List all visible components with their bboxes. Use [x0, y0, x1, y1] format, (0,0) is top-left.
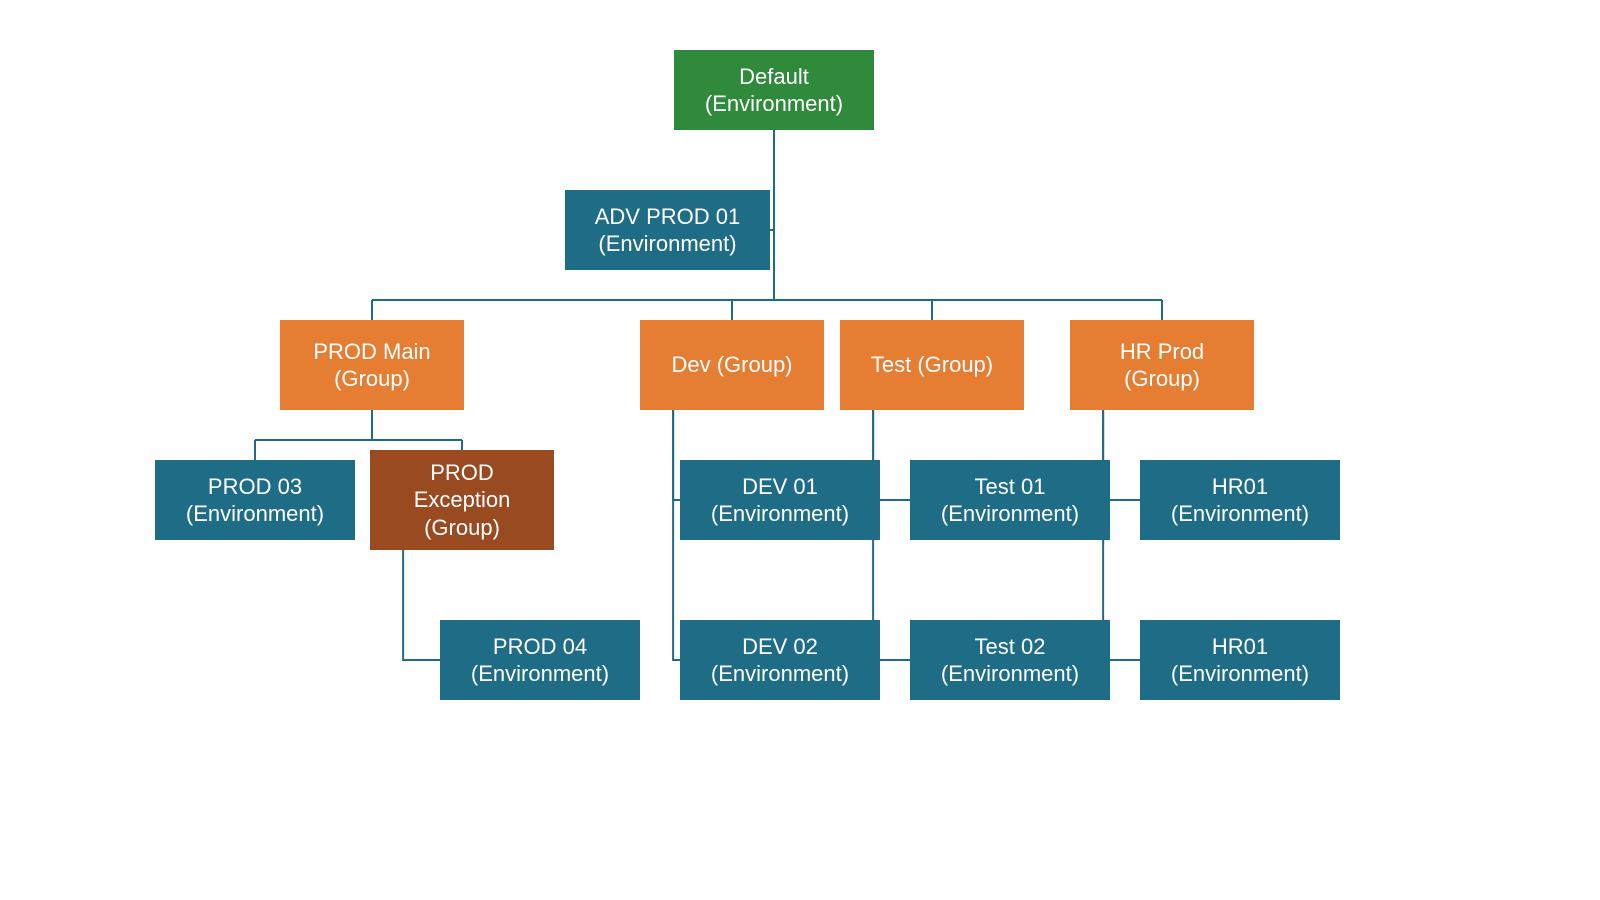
node-testgroup: Test (Group): [840, 320, 1024, 410]
node-dev01-line1: DEV 01: [742, 473, 818, 501]
node-prod03: PROD 03(Environment): [155, 460, 355, 540]
node-test01: Test 01(Environment): [910, 460, 1110, 540]
node-prodmain: PROD Main(Group): [280, 320, 464, 410]
node-hrprod-line2: (Group): [1124, 365, 1200, 393]
node-test01-line1: Test 01: [975, 473, 1046, 501]
node-test02: Test 02(Environment): [910, 620, 1110, 700]
node-prodexception-line1: PROD: [430, 459, 494, 487]
node-hr01a-line1: HR01: [1212, 473, 1268, 501]
node-hr01b-line1: HR01: [1212, 633, 1268, 661]
node-hr01a: HR01(Environment): [1140, 460, 1340, 540]
node-dev02-line2: (Environment): [711, 660, 849, 688]
node-testgroup-line1: Test (Group): [871, 351, 993, 379]
node-prodexception-line3: (Group): [424, 514, 500, 542]
node-advprod01-line2: (Environment): [598, 230, 736, 258]
node-hrprod: HR Prod(Group): [1070, 320, 1254, 410]
node-default-line1: Default: [739, 63, 809, 91]
node-dev01-line2: (Environment): [711, 500, 849, 528]
node-dev01: DEV 01(Environment): [680, 460, 880, 540]
node-hr01b-line2: (Environment): [1171, 660, 1309, 688]
node-dev02: DEV 02(Environment): [680, 620, 880, 700]
node-default: Default(Environment): [674, 50, 874, 130]
node-devgroup: Dev (Group): [640, 320, 824, 410]
node-test02-line2: (Environment): [941, 660, 1079, 688]
node-test01-line2: (Environment): [941, 500, 1079, 528]
node-prodmain-line1: PROD Main: [313, 338, 430, 366]
node-devgroup-line1: Dev (Group): [671, 351, 792, 379]
node-hr01a-line2: (Environment): [1171, 500, 1309, 528]
node-prodexception: PRODException(Group): [370, 450, 554, 550]
node-hr01b: HR01(Environment): [1140, 620, 1340, 700]
node-hrprod-line1: HR Prod: [1120, 338, 1204, 366]
diagram-edges: [0, 0, 1600, 900]
node-dev02-line1: DEV 02: [742, 633, 818, 661]
node-test02-line1: Test 02: [975, 633, 1046, 661]
node-prod04: PROD 04(Environment): [440, 620, 640, 700]
node-prod03-line1: PROD 03: [208, 473, 302, 501]
node-prod04-line1: PROD 04: [493, 633, 587, 661]
node-prod04-line2: (Environment): [471, 660, 609, 688]
node-advprod01: ADV PROD 01(Environment): [565, 190, 770, 270]
environment-hierarchy-diagram: Default(Environment)ADV PROD 01(Environm…: [0, 0, 1600, 900]
node-prodmain-line2: (Group): [334, 365, 410, 393]
node-default-line2: (Environment): [705, 90, 843, 118]
node-prod03-line2: (Environment): [186, 500, 324, 528]
node-advprod01-line1: ADV PROD 01: [595, 203, 741, 231]
node-prodexception-line2: Exception: [414, 486, 511, 514]
